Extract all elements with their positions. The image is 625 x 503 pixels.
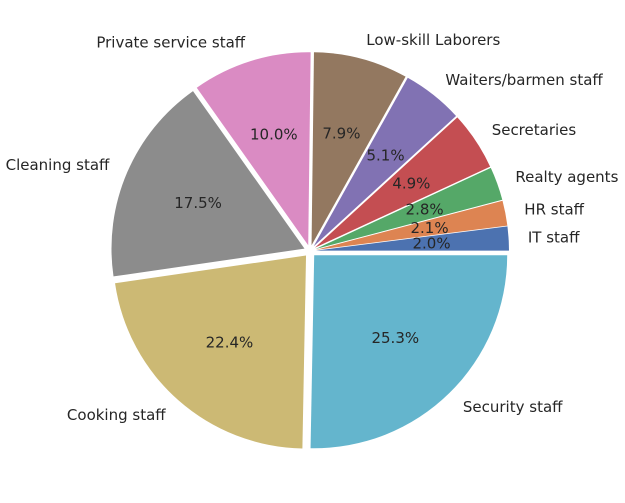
category-label-security-staff: Security staff (463, 398, 563, 416)
percentage-labels: 2.0%2.1%2.8% 4.9% 5.1% 7.9% 10.0% 17.5% 22.4% 2… (174, 124, 450, 351)
category-label-hr-staff: HR staff (524, 200, 584, 218)
category-label-private-service-staff: Private service staff (96, 34, 245, 52)
category-label-secretaries: Secretaries (492, 121, 577, 139)
pie-slice-it-staff (315, 226, 509, 251)
pie-slices (111, 52, 509, 449)
pct-label-security-staff: 25.3% (371, 329, 419, 347)
pie-slice-cleaning-staff (111, 91, 305, 277)
pct-label-it-staff: 2.0% (413, 234, 451, 252)
category-label-waiters-barmen-staff: Waiters/barmen staff (445, 71, 603, 89)
pie-slice-waiters-barmen-staff (313, 77, 457, 247)
category-label-realty-agents: Realty agents (515, 168, 618, 186)
pie-slice-low-skill-laborers (311, 52, 406, 246)
pct-label-realty-agents: 2.8% (406, 201, 444, 219)
category-label-it-staff: IT staff (528, 228, 580, 246)
pct-label-cooking-staff: 22.4% (206, 333, 254, 351)
pct-label-waiters-barmen-staff: 5.1% (367, 146, 405, 164)
pct-label-secretaries: 4.9% (392, 174, 430, 192)
pie-slice-cooking-staff (115, 255, 307, 449)
category-label-cooking-staff: Cooking staff (67, 406, 166, 424)
pie-slice-hr-staff (315, 200, 508, 250)
pct-label-private-service-staff: 10.0% (250, 126, 298, 144)
category-label-low-skill-laborers: Low-skill Laborers (366, 31, 500, 49)
category-labels: IT staff HR staff Realty agents Secretaries… (6, 31, 619, 424)
pie-slice-security-staff (310, 255, 508, 449)
pct-label-low-skill-laborers: 7.9% (322, 124, 360, 142)
pct-label-hr-staff: 2.1% (411, 219, 449, 237)
pie-slice-realty-agents (315, 167, 503, 249)
category-label-cleaning-staff: Cleaning staff (6, 156, 110, 174)
pct-label-cleaning-staff: 17.5% (174, 194, 222, 212)
pie-slice-private-service-staff (196, 52, 311, 246)
pie-slice-secretaries (314, 117, 491, 248)
